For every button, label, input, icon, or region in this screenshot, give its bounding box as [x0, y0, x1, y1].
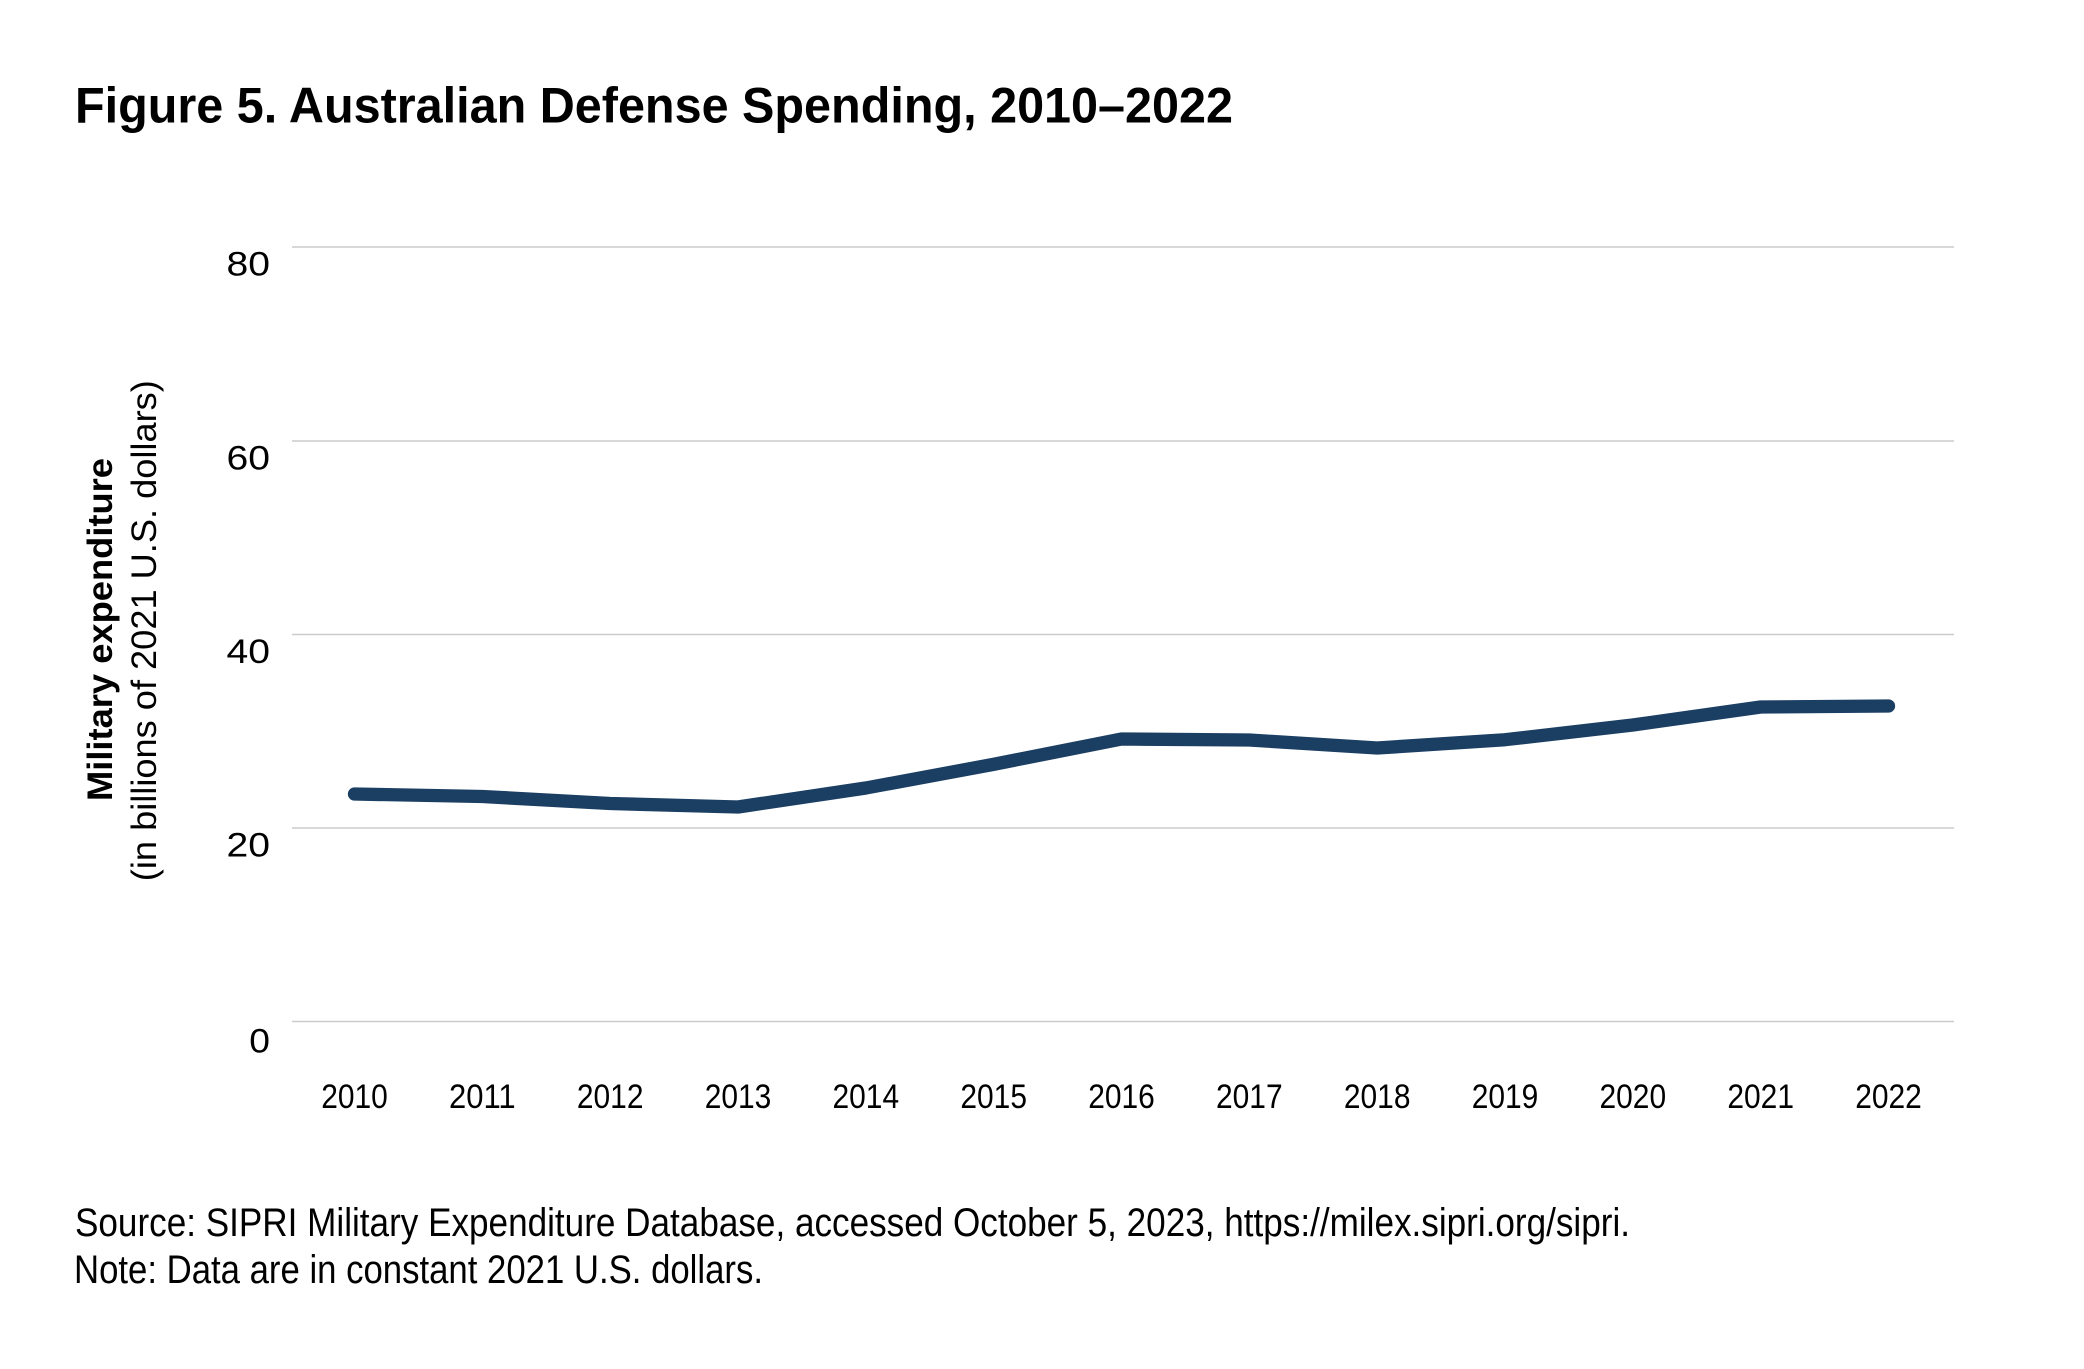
svg-text:(in billions of 2021 U.S. doll: (in billions of 2021 U.S. dollars) — [125, 380, 164, 881]
svg-text:2015: 2015 — [960, 1078, 1027, 1116]
svg-text:Figure 5. Australian Defense S: Figure 5. Australian Defense Spending, 2… — [75, 78, 1233, 134]
svg-text:0: 0 — [249, 1023, 270, 1061]
svg-text:2020: 2020 — [1600, 1078, 1667, 1116]
svg-text:Military expenditure: Military expenditure — [81, 458, 120, 801]
svg-text:80: 80 — [227, 246, 271, 284]
svg-text:2014: 2014 — [833, 1078, 900, 1116]
svg-text:2022: 2022 — [1855, 1078, 1922, 1116]
svg-text:2012: 2012 — [577, 1078, 644, 1116]
svg-text:2013: 2013 — [705, 1078, 772, 1116]
svg-text:2010: 2010 — [321, 1078, 388, 1116]
svg-text:2018: 2018 — [1344, 1078, 1411, 1116]
svg-text:60: 60 — [227, 440, 271, 478]
svg-text:40: 40 — [227, 633, 271, 671]
svg-text:20: 20 — [227, 827, 271, 865]
svg-text:Source: SIPRI Military Expendi: Source: SIPRI Military Expenditure Datab… — [75, 1201, 1630, 1245]
svg-text:2017: 2017 — [1216, 1078, 1283, 1116]
svg-text:2016: 2016 — [1088, 1078, 1155, 1116]
svg-text:Note: Data are in constant 202: Note: Data are in constant 2021 U.S. dol… — [74, 1248, 763, 1292]
svg-text:2021: 2021 — [1727, 1078, 1794, 1116]
svg-text:2019: 2019 — [1472, 1078, 1539, 1116]
svg-text:2011: 2011 — [449, 1078, 516, 1116]
